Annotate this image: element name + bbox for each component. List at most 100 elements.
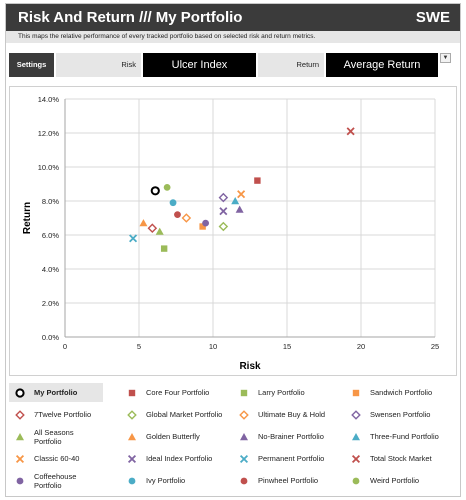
legend-marker-icon [128, 477, 136, 484]
legend-item-larry-portfolio[interactable]: Larry Portfolio [233, 383, 341, 402]
legend-marker [15, 454, 25, 463]
legend-marker-icon [128, 389, 136, 396]
legend-item-sandwich-portfolio[interactable]: Sandwich Portfolio [345, 383, 453, 402]
legend-marker-icon [239, 409, 249, 420]
settings-button[interactable]: Settings [9, 53, 54, 77]
point-permanent-portfolio [129, 234, 138, 243]
x-tick-label: 25 [431, 342, 439, 351]
legend-item-ivy-portfolio[interactable]: Ivy Portfolio [121, 471, 229, 490]
legend-item-global-market-portfolio[interactable]: Global Market Portfolio [121, 405, 229, 424]
legend-marker [352, 477, 360, 484]
legend-marker-icon [352, 477, 360, 484]
return-select[interactable]: Average Return [326, 53, 438, 77]
point-larry-portfolio [160, 245, 168, 252]
legend-label: Permanent Portfolio [258, 454, 325, 463]
region-code: SWE [415, 9, 450, 26]
x-tick-label: 5 [137, 342, 141, 351]
legend-item-classic-60-40[interactable]: Classic 60-40 [9, 449, 103, 468]
legend-marker [351, 409, 361, 420]
risk-return-panel: Risk And Return /// My Portfolio SWE Thi… [5, 3, 461, 497]
legend-item-weird-portfolio[interactable]: Weird Portfolio [345, 471, 453, 490]
title-bar: Risk And Return /// My Portfolio SWE [6, 4, 460, 31]
point-my-portfolio [150, 186, 160, 196]
point-sandwich-portfolio [199, 223, 206, 230]
point-golden-butterfly [139, 219, 148, 227]
y-tick-label: 12.0% [38, 129, 60, 138]
legend-label: Global Market Portfolio [146, 410, 223, 419]
legend-marker [240, 477, 248, 484]
legend-item-coffeehouse-portfolio[interactable]: Coffeehouse Portfolio [9, 471, 103, 490]
chevron-down-icon[interactable]: ▼ [440, 53, 451, 63]
point-all-seasons-portfolio [155, 227, 164, 235]
legend-item-7twelve-portfolio[interactable]: 7Twelve Portfolio [9, 405, 103, 424]
legend-marker [16, 432, 24, 440]
legend-marker-icon [351, 454, 361, 463]
risk-select[interactable]: Ulcer Index [143, 53, 256, 77]
chart-area: 0.0% 2.0% 4.0% 6.0% 8.0% 10.0% 12.0% 14.0% 0 5 10 1… [9, 86, 457, 376]
legend-marker-icon [127, 454, 137, 463]
legend-label: No-Brainer Portfolio [258, 432, 324, 441]
legend-marker-icon [351, 409, 361, 420]
legend-item-total-stock-market[interactable]: Total Stock Market [345, 449, 453, 468]
page-title: Risk And Return /// My Portfolio [18, 9, 243, 26]
legend-item-core-four-portfolio[interactable]: Core Four Portfolio [121, 383, 229, 402]
point-weird-portfolio [163, 184, 171, 191]
legend-marker [239, 454, 249, 463]
legend: My Portfolio Core Four Portfolio Larry Por… [9, 382, 457, 496]
legend-label: All Seasons Portfolio [34, 427, 74, 446]
legend-marker [127, 409, 137, 420]
legend-marker [240, 389, 248, 396]
legend-marker-icon [128, 432, 136, 440]
risk-label: Risk [56, 53, 141, 77]
legend-marker [352, 432, 360, 440]
legend-marker [240, 432, 248, 440]
legend-item-my-portfolio[interactable]: My Portfolio [9, 383, 103, 402]
legend-marker [352, 389, 360, 396]
point-no-brainer-portfolio [235, 205, 244, 213]
scatter-chart: 0.0% 2.0% 4.0% 6.0% 8.0% 10.0% 12.0% 14.0% 0 5 10 1… [22, 95, 439, 372]
legend-item-golden-butterfly[interactable]: Golden Butterfly [121, 427, 229, 446]
legend-marker-icon [16, 432, 24, 440]
point-ultimate-buy-hold [181, 213, 192, 223]
x-axis-label: Risk [239, 361, 261, 372]
x-tick-label: 15 [283, 342, 291, 351]
return-label: Return [258, 53, 324, 77]
legend-marker-icon [16, 477, 24, 484]
page-subtitle: This maps the relative performance of ev… [6, 31, 460, 43]
y-tick-label: 14.0% [38, 95, 60, 104]
legend-label: Total Stock Market [370, 454, 432, 463]
legend-marker-icon [352, 389, 360, 396]
legend-marker-icon [15, 409, 25, 420]
legend-label: Ultimate Buy & Hold [258, 410, 326, 419]
legend-label: Swensen Portfolio [370, 410, 431, 419]
point-total-stock-market [346, 127, 355, 136]
legend-label: Ivy Portfolio [146, 476, 186, 485]
point-three-fund-portfolio [231, 197, 240, 205]
y-tick-label: 2.0% [42, 299, 59, 308]
legend-item-ultimate-buy-hold[interactable]: Ultimate Buy & Hold [233, 405, 341, 424]
legend-marker [15, 409, 25, 420]
legend-item-swensen-portfolio[interactable]: Swensen Portfolio [345, 405, 453, 424]
y-tick-label: 10.0% [38, 163, 60, 172]
legend-marker-icon [127, 409, 137, 420]
legend-label: Golden Butterfly [146, 432, 200, 441]
legend-label: Pinwheel Portfolio [258, 476, 319, 485]
legend-marker-icon [240, 477, 248, 484]
legend-item-all-seasons-portfolio[interactable]: All Seasons Portfolio [9, 427, 103, 446]
y-tick-label: 0.0% [42, 333, 59, 342]
legend-label: Ideal Index Portfolio [146, 454, 213, 463]
legend-item-permanent-portfolio[interactable]: Permanent Portfolio [233, 449, 341, 468]
point-coffeehouse-portfolio [202, 219, 210, 227]
legend-label: Three-Fund Portfolio [370, 432, 439, 441]
point-core-four-portfolio [254, 177, 261, 184]
legend-label: Classic 60-40 [34, 454, 80, 463]
point-ideal-index-portfolio [219, 207, 228, 216]
y-tick-label: 8.0% [42, 197, 59, 206]
legend-label: 7Twelve Portfolio [34, 410, 92, 419]
legend-item-no-brainer-portfolio[interactable]: No-Brainer Portfolio [233, 427, 341, 446]
legend-item-pinwheel-portfolio[interactable]: Pinwheel Portfolio [233, 471, 341, 490]
legend-marker-icon [15, 454, 25, 463]
y-tick-label: 4.0% [42, 265, 59, 274]
legend-item-ideal-index-portfolio[interactable]: Ideal Index Portfolio [121, 449, 229, 468]
legend-item-three-fund-portfolio[interactable]: Three-Fund Portfolio [345, 427, 453, 446]
